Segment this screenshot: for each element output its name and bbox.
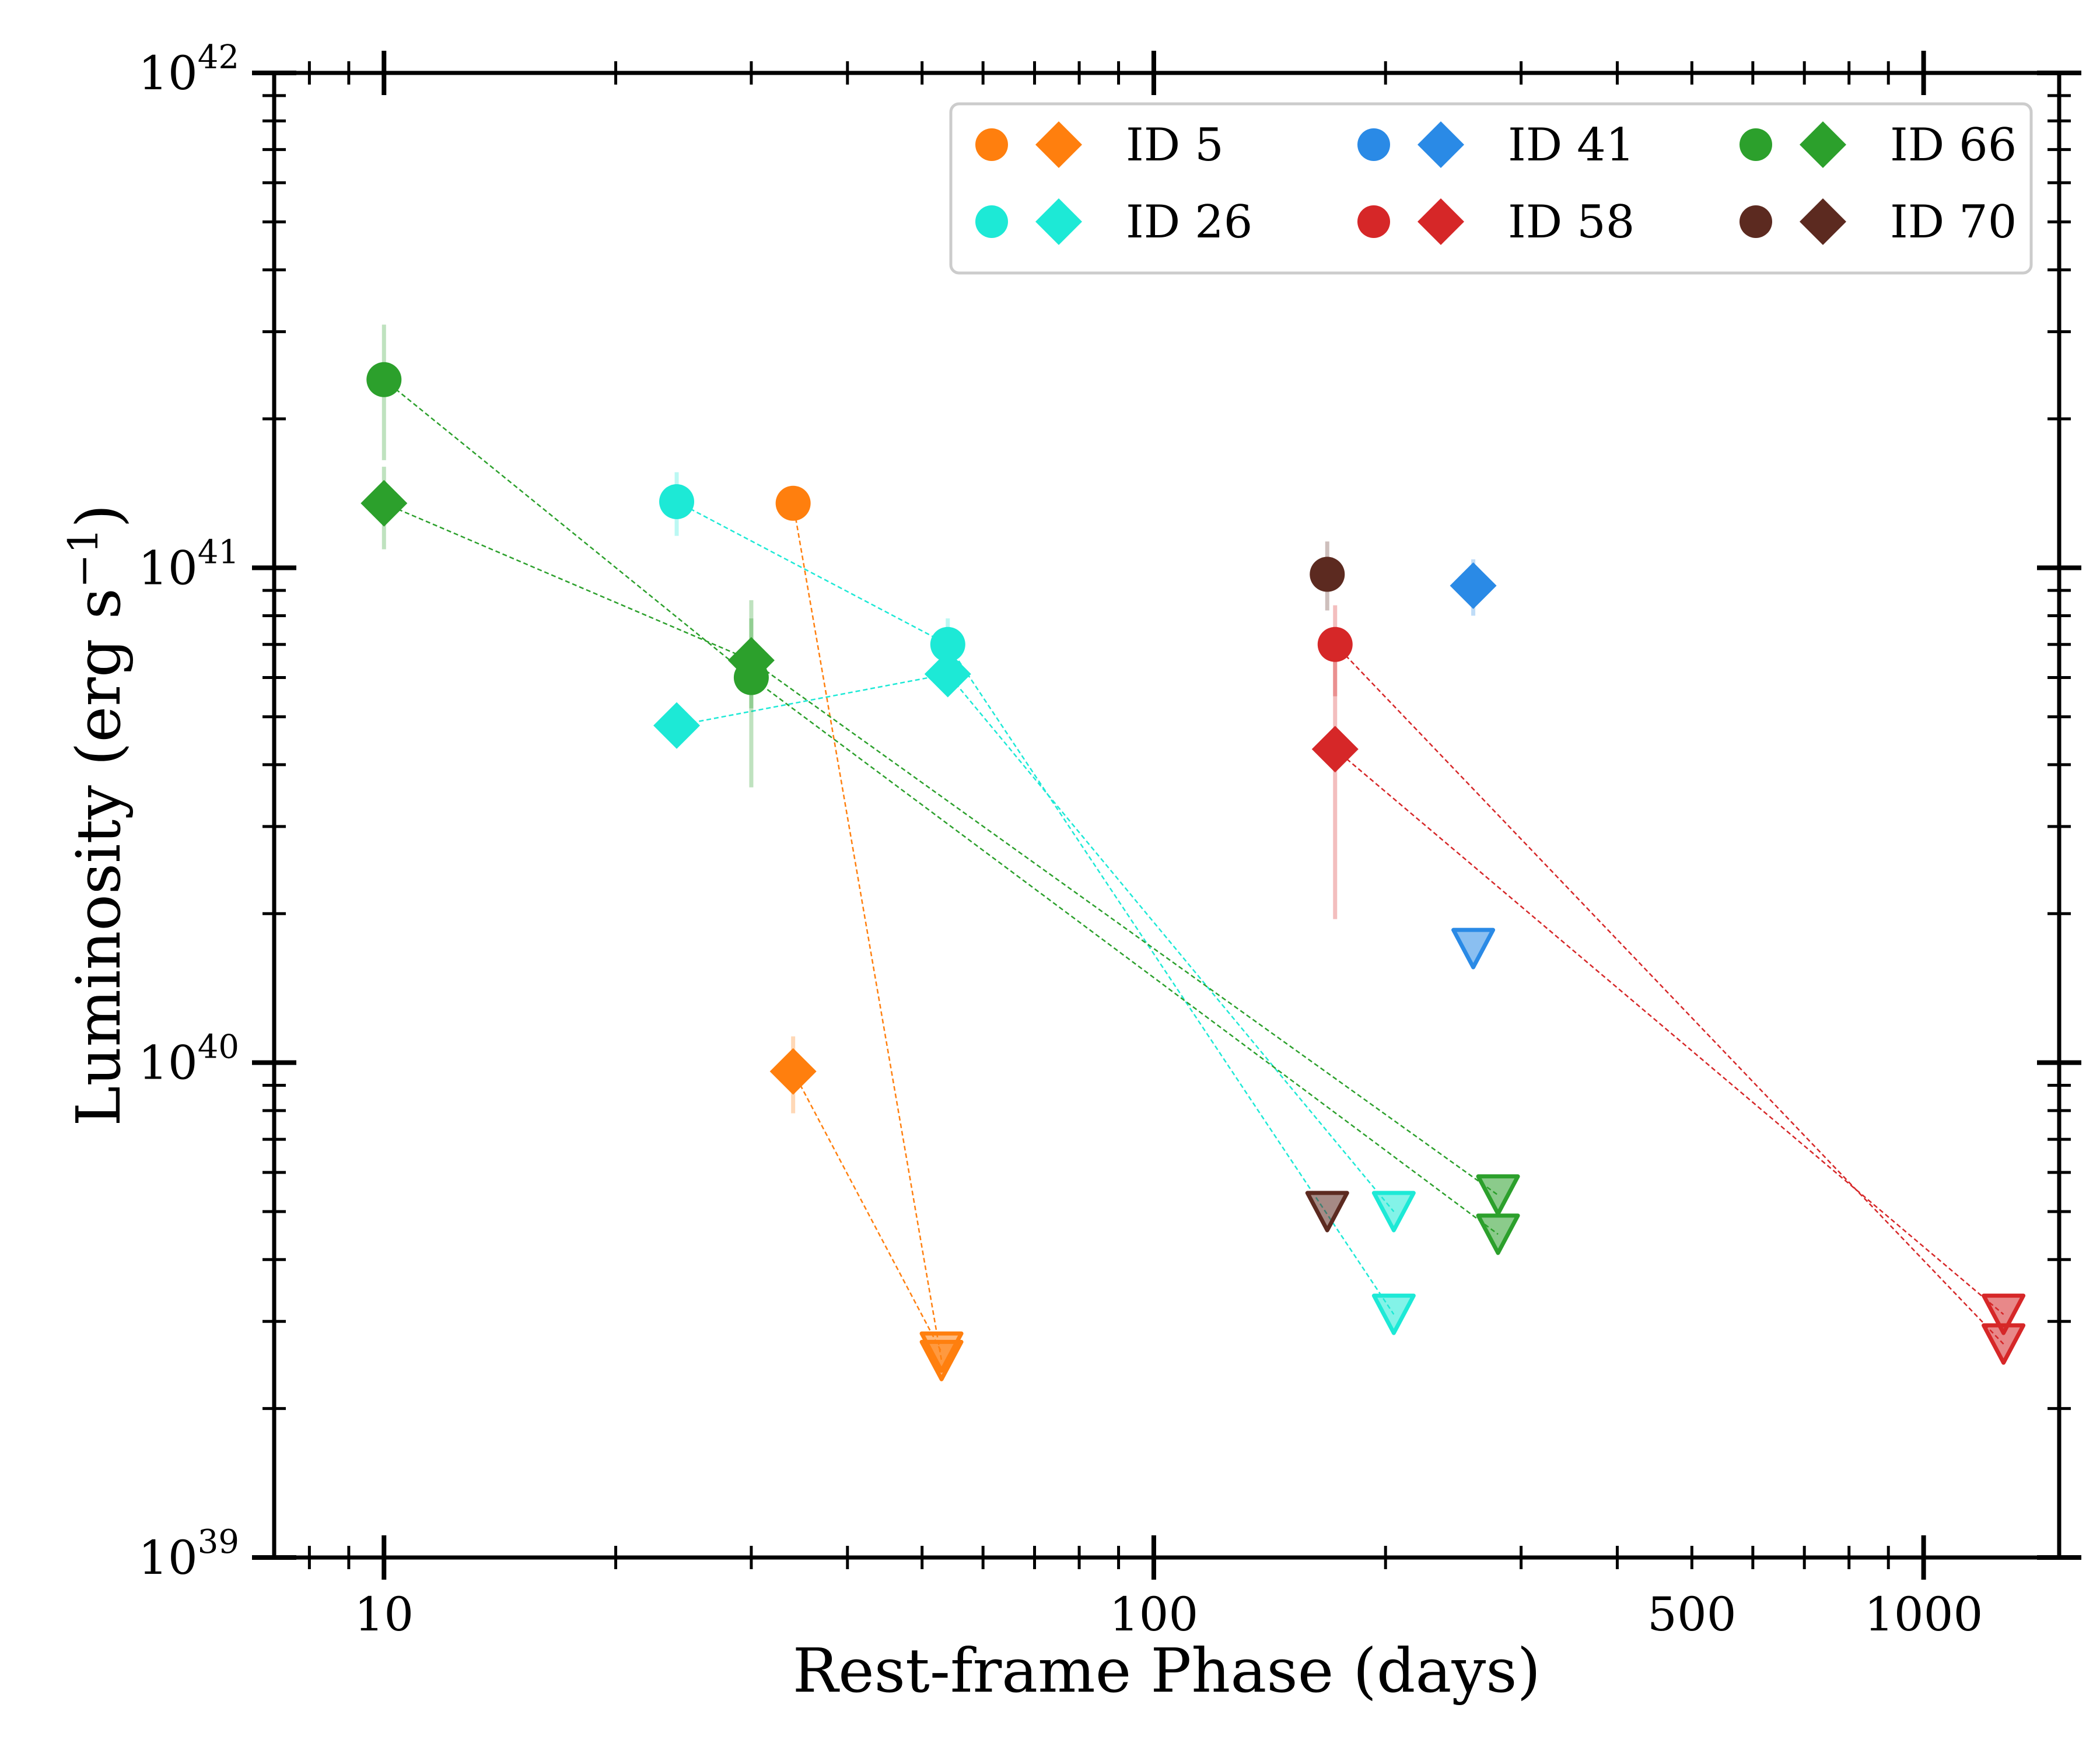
id-26-circle-point (930, 626, 965, 662)
id-5-connector (792, 1071, 943, 1353)
id-26-upper-limit (1371, 1191, 1416, 1233)
legend-id-70-circle (1740, 205, 1772, 238)
id-26-connector (676, 501, 1395, 1315)
error-bars (382, 324, 1476, 1114)
id-26-connector (676, 673, 1395, 1212)
id-58-circle-point (1317, 626, 1353, 662)
id-70-upper-limit (1305, 1191, 1349, 1233)
x-axis-title: Rest-frame Phase (days) (793, 1635, 1541, 1706)
id-5-diamond-point (769, 1048, 817, 1095)
legend-id-5-circle (975, 128, 1008, 161)
legend-id-66-circle (1740, 128, 1772, 161)
id-26-upper-limit (1371, 1293, 1416, 1335)
y-tick-label: 1042 (138, 38, 239, 100)
y-tick-label-exponent: 42 (198, 38, 239, 76)
id-66-upper-limit (1476, 1213, 1520, 1255)
y-axis-title-superscript: −1 (60, 528, 107, 588)
legend-id-41-label: ID 41 (1508, 119, 1634, 172)
id-5-upper-limit (919, 1331, 964, 1373)
id-66-connector (383, 379, 1499, 1235)
x-tick-label: 100 (1110, 1587, 1199, 1642)
legend: ID 5 ID 26 ID 41 ID 58 ID 66 ID 70 (949, 102, 2033, 275)
y-tick-label-base: 10 (138, 1036, 198, 1090)
legend-id-70-label: ID 70 (1890, 196, 2017, 249)
id-26-diamond-point (653, 702, 701, 749)
id-58-upper-limit (1982, 1323, 2026, 1365)
legend-id-66-label: ID 66 (1890, 119, 2017, 172)
legend-id-66-diamond (1800, 121, 1846, 168)
y-tick-label-exponent: 41 (198, 533, 239, 571)
legend-id-58-diamond (1418, 198, 1464, 245)
id-66-diamond-point (360, 480, 408, 527)
legend-id-26-circle (975, 205, 1008, 238)
id-70-circle-point (1310, 556, 1345, 592)
x-tick-label: 500 (1647, 1587, 1737, 1642)
id-66-upper-limit (1476, 1174, 1520, 1216)
id-5-connector (792, 503, 943, 1361)
plot-frame (272, 71, 2062, 1560)
y-tick-label-base: 10 (138, 541, 198, 595)
data-points (360, 362, 2026, 1381)
y-tick-label: 1039 (138, 1523, 239, 1585)
legend-id-41-circle (1357, 128, 1390, 161)
legend-id-5-label: ID 5 (1126, 119, 1224, 172)
y-tick-label: 1041 (138, 533, 239, 595)
y-axis-title-main: Luminosity (erg s (63, 588, 134, 1126)
id-26-circle-point (659, 484, 695, 520)
id-58-connector (1334, 748, 2004, 1315)
y-tick-label: 1040 (138, 1028, 239, 1090)
y-tick-label-base: 10 (138, 46, 198, 100)
legend-id-70-diamond (1800, 198, 1846, 245)
x-tick-label: 1000 (1864, 1587, 1983, 1642)
y-axis-title-close: ) (63, 504, 134, 528)
id-58-diamond-point (1311, 726, 1359, 773)
legend-id-5-diamond (1035, 121, 1082, 168)
x-tick-label: 10 (354, 1587, 414, 1642)
legend-id-26-diamond (1035, 198, 1082, 245)
id-66-connector (383, 502, 1499, 1196)
legend-id-58-circle (1357, 205, 1390, 238)
id-41-diamond-point (1450, 562, 1497, 610)
y-tick-label-exponent: 40 (198, 1028, 239, 1066)
id-58-connector (1334, 643, 2004, 1345)
id-5-circle-point (775, 485, 811, 521)
legend-id-58-label: ID 58 (1508, 196, 1634, 249)
id-41-upper-limit (1451, 928, 1496, 970)
legend-id-26-label: ID 26 (1126, 196, 1252, 249)
y-tick-label-exponent: 39 (198, 1523, 239, 1561)
y-tick-label-base: 10 (138, 1531, 198, 1585)
id-66-circle-point (733, 660, 769, 695)
id-58-upper-limit (1982, 1293, 2026, 1335)
id-26-diamond-point (924, 650, 971, 698)
y-axis-title: Luminosity (erg s−1) (60, 504, 134, 1126)
id-66-circle-point (366, 362, 402, 397)
legend-id-41-diamond (1418, 121, 1464, 168)
legend-box (949, 102, 2033, 275)
connector-lines (383, 379, 2004, 1361)
